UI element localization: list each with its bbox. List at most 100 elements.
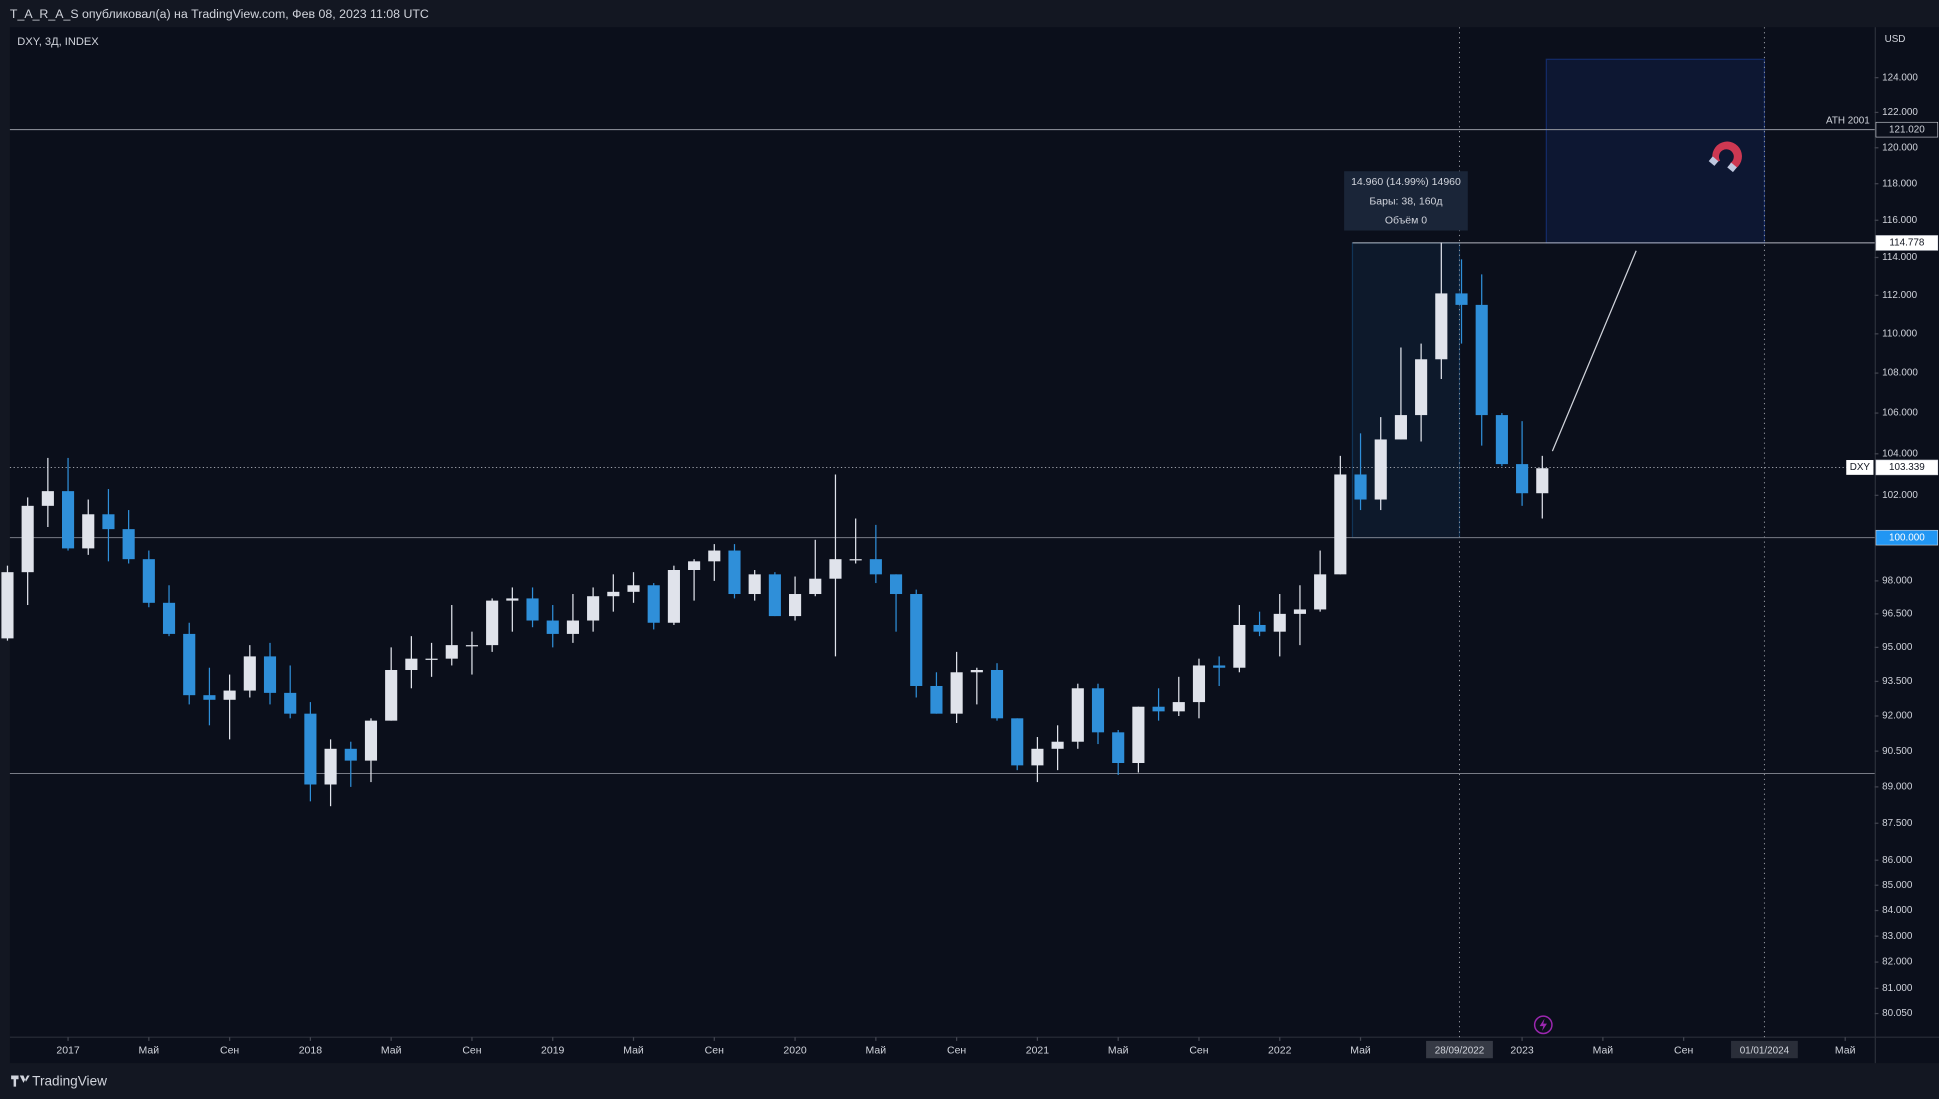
x-tick-label: Сен xyxy=(705,1045,724,1057)
candle-body xyxy=(1132,706,1145,763)
candle-body xyxy=(1536,468,1549,494)
y-tick-label: 89.000 xyxy=(1882,782,1913,793)
candle-body xyxy=(1,572,14,639)
candle-body xyxy=(526,598,539,621)
y-tick-label: 104.000 xyxy=(1882,448,1918,459)
header: T_A_R_A_S опубликовал(а) на TradingView.… xyxy=(10,7,429,21)
candle-body xyxy=(162,602,176,634)
x-tick-label: Сен xyxy=(947,1045,966,1057)
candle-body xyxy=(667,569,680,623)
magnet-icon xyxy=(1708,141,1742,173)
price-tag-label: 114.778 xyxy=(1889,238,1924,249)
date-marker-label: 01/01/2024 xyxy=(1740,1045,1790,1056)
x-tick-label: 2018 xyxy=(299,1045,323,1057)
price-tag xyxy=(1875,235,1939,251)
candle-body xyxy=(566,620,579,634)
candle-body xyxy=(1293,609,1307,614)
candle-body xyxy=(1516,464,1529,494)
candle-body xyxy=(1091,688,1105,733)
legend-label: DXY, 3Д, INDEX xyxy=(17,36,99,48)
candle-body xyxy=(829,559,842,579)
x-tick-label: Май xyxy=(623,1045,644,1057)
x-tick-label: Май xyxy=(1350,1045,1371,1057)
y-tick-label: 82.000 xyxy=(1882,957,1913,968)
candle-body xyxy=(789,594,802,617)
candle-body xyxy=(1011,718,1024,766)
candle-body xyxy=(405,658,418,671)
price-name-tag xyxy=(1846,460,1874,475)
candle-body xyxy=(768,574,781,617)
candle-body xyxy=(1172,702,1185,712)
candle-body xyxy=(728,550,741,595)
measure-label: 14.960 (14.99%) 14960 xyxy=(1351,176,1461,188)
y-tick-label: 124.000 xyxy=(1882,72,1918,83)
date-marker-tag xyxy=(1731,1040,1798,1059)
y-tick-label: 93.500 xyxy=(1882,676,1913,687)
price-tag xyxy=(1875,459,1939,476)
measure-label: Объём 0 xyxy=(1385,214,1427,226)
candle-body xyxy=(263,656,277,693)
price-tag-label: 100.000 xyxy=(1889,532,1925,543)
candle-body xyxy=(1192,665,1206,703)
candle-body xyxy=(304,713,317,785)
crosshair-tag xyxy=(1426,1040,1493,1059)
candle-body xyxy=(364,720,378,761)
price-name: DXY xyxy=(1850,462,1871,473)
alert-icon xyxy=(1533,1015,1553,1035)
candle-body xyxy=(1354,474,1367,500)
y-tick-label: 81.000 xyxy=(1882,983,1913,994)
candle-body xyxy=(1495,415,1508,465)
y-tick-label: 112.000 xyxy=(1882,290,1917,301)
brand-logo xyxy=(11,1075,30,1087)
candle-body xyxy=(708,550,721,562)
x-tick-label: Сен xyxy=(1674,1045,1693,1057)
target-box xyxy=(1545,58,1766,244)
candle-body xyxy=(627,585,640,592)
x-tick-label: 2019 xyxy=(541,1045,565,1057)
y-tick-label: 80.050 xyxy=(1882,1008,1913,1019)
y-tick-label: 86.000 xyxy=(1882,855,1913,866)
measure-box xyxy=(1351,242,1461,539)
x-tick-label: Сен xyxy=(220,1045,239,1057)
candle-body xyxy=(203,695,216,700)
candle-body xyxy=(647,585,660,623)
x-tick-label: 2023 xyxy=(1510,1045,1534,1057)
candle-body xyxy=(506,598,519,601)
candle-body xyxy=(1415,359,1428,416)
measure-label: Бары: 38, 160д xyxy=(1369,195,1442,207)
candle-body xyxy=(889,574,903,595)
y-tick-label: 87.500 xyxy=(1882,818,1913,829)
projection-line xyxy=(1551,250,1637,452)
y-tick-label: 92.000 xyxy=(1882,711,1913,722)
price-tag-label: 103.339 xyxy=(1889,462,1925,473)
y-tick-label: 108.000 xyxy=(1882,368,1918,379)
candle-body xyxy=(1112,732,1125,763)
candle-body xyxy=(1031,748,1044,766)
candle-body xyxy=(385,670,398,721)
y-tick-label: 118.000 xyxy=(1882,178,1917,189)
y-tick-label: 96.500 xyxy=(1882,608,1913,619)
candle-body xyxy=(990,670,1004,719)
y-tick-label: 98.000 xyxy=(1882,575,1913,586)
price-tag xyxy=(1875,529,1939,546)
candle-body xyxy=(1374,439,1387,500)
x-tick-label: Сен xyxy=(1189,1045,1208,1057)
candle-body xyxy=(486,600,499,646)
candle-body xyxy=(587,596,600,621)
y-tick-label: 84.000 xyxy=(1882,905,1913,916)
y-tick-label: 102.000 xyxy=(1882,490,1918,501)
y-tick-label: 116.000 xyxy=(1882,215,1917,226)
y-tick-label: 120.000 xyxy=(1882,142,1918,153)
candle-body xyxy=(465,645,479,647)
candle-body xyxy=(21,505,34,573)
candle-body xyxy=(849,559,862,561)
candle-body xyxy=(688,561,701,570)
candle-body xyxy=(869,559,882,575)
x-tick-label: Май xyxy=(139,1045,160,1057)
x-tick-label: Май xyxy=(1108,1045,1129,1057)
candle-body xyxy=(1475,304,1488,416)
y-tick-label: 90.500 xyxy=(1882,746,1913,757)
x-tick-label: Май xyxy=(866,1045,887,1057)
